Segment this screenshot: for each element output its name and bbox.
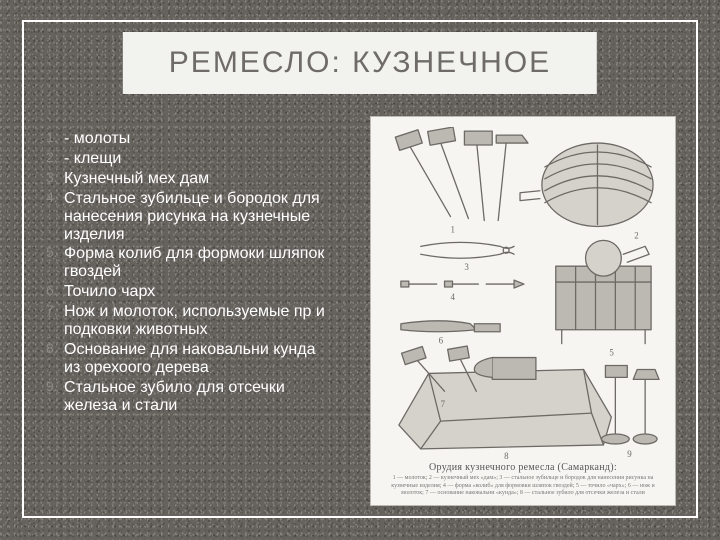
bellows-icon: 2: [520, 143, 653, 240]
list-item: 5.Форма колиб для формоки шляпок гвоздей: [46, 245, 346, 281]
list-item: 4.Стальное зубильце и бородок для нанесе…: [46, 190, 346, 244]
list-item-text: Точило чарх: [64, 283, 334, 301]
list-item: 7.Нож и молоток, используемые пр и подко…: [46, 303, 346, 339]
list-item-text: - молоты: [64, 130, 334, 148]
tongs-icon: 3: [421, 242, 514, 272]
hammers-icon: 1: [395, 127, 528, 234]
tools-svg: 2 1 3: [381, 127, 665, 459]
list-item: 1.- молоты: [46, 130, 346, 148]
list-item-number: 9.: [46, 379, 64, 395]
list-item-text: Кузнечный мех дам: [64, 170, 334, 188]
svg-text:9: 9: [627, 449, 632, 459]
list-item: 8.Основание для наковальни кунда из орех…: [46, 341, 346, 377]
title-block: РЕМЕСЛО: КУЗНЕЧНОЕ: [123, 32, 597, 94]
list-item: 6.Точило чарх: [46, 283, 346, 301]
figure-caption: Орудия кузнечного ремесла (Самарканд): 1…: [383, 462, 663, 497]
svg-text:7: 7: [441, 399, 446, 409]
svg-text:8: 8: [504, 451, 509, 459]
tool-list: 1.- молоты2.- клещи3.Кузнечный мех дам4.…: [46, 130, 346, 417]
svg-text:1: 1: [451, 224, 455, 234]
list-item-number: 7.: [46, 303, 64, 319]
knife-icon: 6: [401, 321, 500, 346]
list-item-text: - клещи: [64, 150, 334, 168]
list-item-number: 4.: [46, 190, 64, 206]
list-item-text: Форма колиб для формоки шляпок гвоздей: [64, 245, 334, 281]
figure-panel: 2 1 3: [370, 116, 676, 506]
svg-text:4: 4: [451, 292, 456, 302]
list-item: 3.Кузнечный мех дам: [46, 170, 346, 188]
grindstone-icon: 5: [556, 240, 651, 357]
list-item-number: 5.: [46, 245, 64, 261]
list-item-text: Стальное зубило для отсечки железа и ста…: [64, 379, 334, 415]
slide-title: РЕМЕСЛО: КУЗНЕЧНОЕ: [169, 46, 551, 80]
svg-text:6: 6: [439, 336, 444, 346]
list-item-text: Основание для наковальни кунда из орехоо…: [64, 341, 334, 377]
anvil-base-icon: 8: [399, 358, 612, 459]
list-item-number: 2.: [46, 150, 64, 166]
figure-caption-main: Орудия кузнечного ремесла (Самарканд):: [383, 462, 663, 473]
list-item-text: Нож и молоток, используемые пр и подковк…: [64, 303, 334, 339]
punches-icon: 4: [401, 280, 524, 302]
list-item-number: 1.: [46, 130, 64, 146]
list-item: 9.Стальное зубило для отсечки железа и с…: [46, 379, 346, 415]
svg-text:5: 5: [609, 348, 614, 358]
chisels-icon: 9: [601, 365, 659, 458]
list-item-number: 6.: [46, 283, 64, 299]
list-item: 2.- клещи: [46, 150, 346, 168]
list-item-number: 8.: [46, 341, 64, 357]
tools-illustration: 2 1 3: [381, 127, 665, 459]
slide: РЕМЕСЛО: КУЗНЕЧНОЕ 1.- молоты2.- клещи3.…: [0, 0, 720, 540]
list-item-number: 3.: [46, 170, 64, 186]
svg-text:3: 3: [464, 262, 469, 272]
svg-text:2: 2: [634, 230, 638, 240]
list-item-text: Стальное зубильце и бородок для нанесени…: [64, 190, 334, 244]
figure-caption-sub: 1 — молоток; 2 — кузнечный мех «дам»; 3 …: [383, 475, 663, 497]
